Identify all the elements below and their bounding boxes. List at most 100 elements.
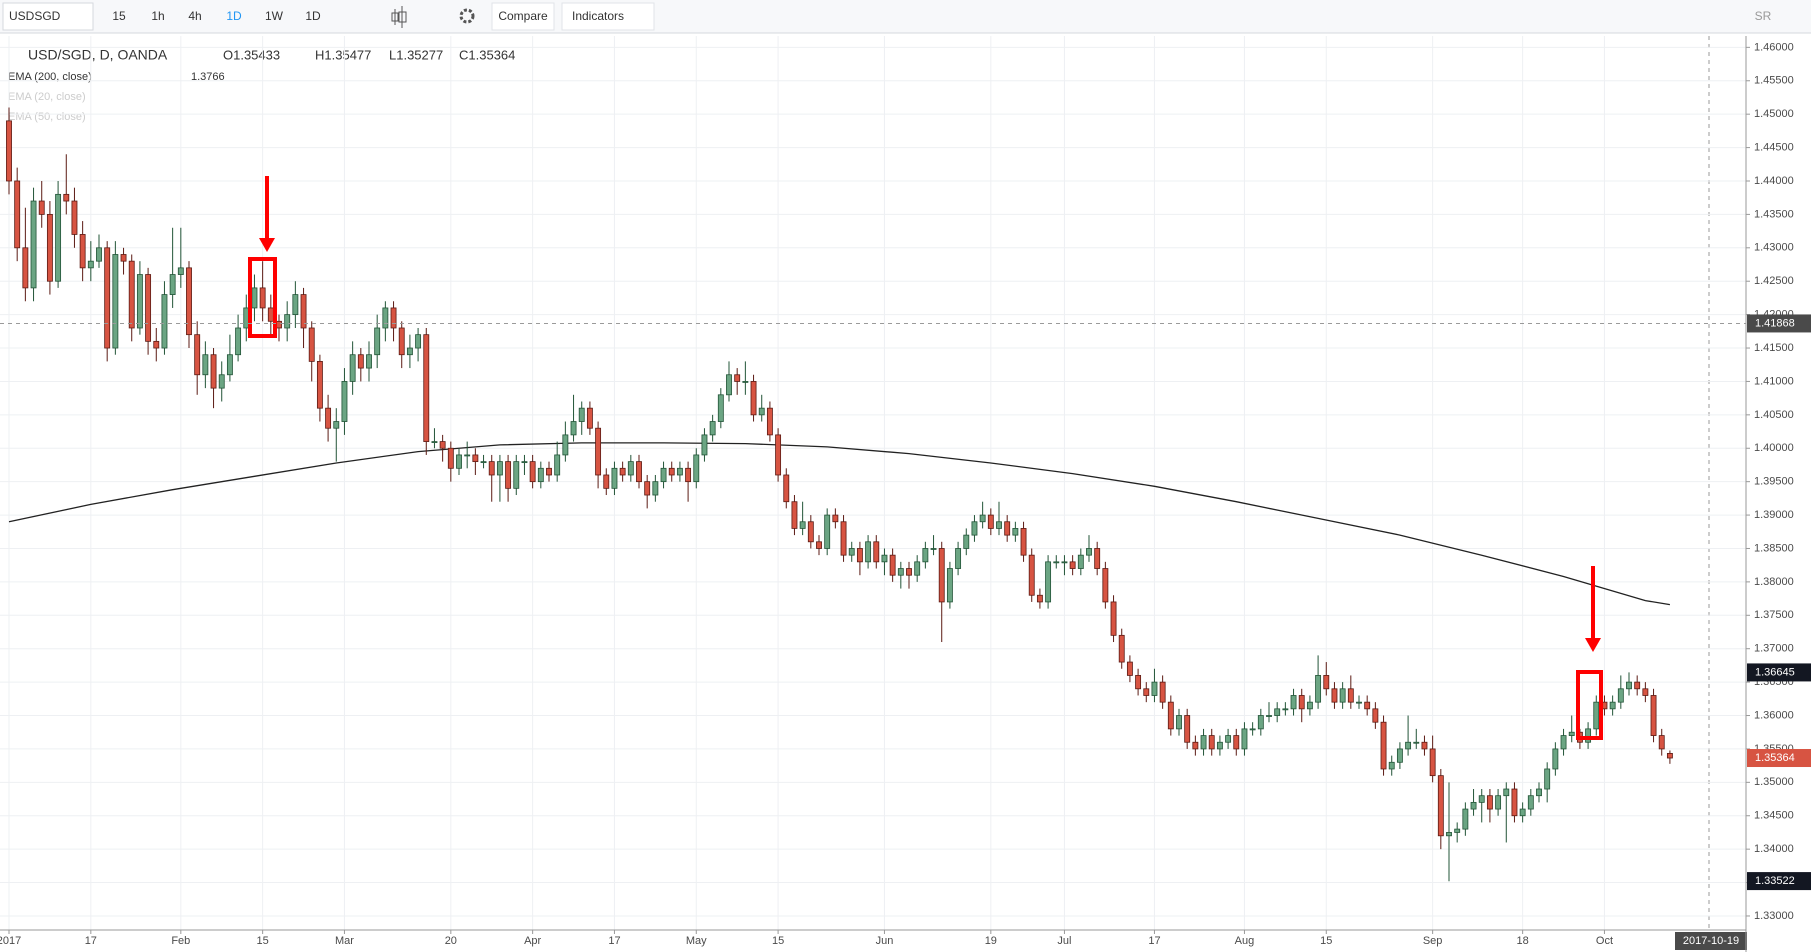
candle-body: [1225, 735, 1232, 743]
x-tick-label: 17: [85, 935, 97, 947]
candle-body: [456, 454, 462, 469]
y-tick-label: 1.41000: [1754, 375, 1794, 387]
hidden-indicator: EMA (20, close): [8, 91, 86, 103]
candle-body: [946, 568, 953, 603]
settings-icon[interactable]: [459, 8, 475, 24]
candle-body: [1143, 688, 1150, 696]
interval[interactable]: 15: [112, 9, 126, 23]
candle-body: [1347, 688, 1354, 703]
candle-body: [1429, 748, 1436, 777]
candle-body: [570, 421, 577, 436]
candle-body: [1339, 688, 1346, 703]
candle-body: [267, 307, 274, 322]
candle-body: [586, 407, 593, 429]
candle-body: [1290, 695, 1297, 710]
chart-type-icon[interactable]: [391, 6, 407, 28]
candle-body: [1053, 561, 1060, 564]
y-tick-label: 1.33000: [1754, 910, 1794, 922]
x-tick-label: 2017: [0, 935, 21, 947]
candle-body: [1544, 768, 1551, 790]
y-tick-label: 1.46000: [1754, 41, 1794, 53]
candle-body: [333, 421, 340, 429]
y-tick-label: 1.34500: [1754, 810, 1794, 822]
interval[interactable]: 1W: [265, 9, 284, 23]
candle-body: [775, 434, 782, 476]
y-tick-label: 1.45000: [1754, 108, 1794, 120]
candle-body: [1192, 741, 1199, 750]
candle-body: [1609, 701, 1616, 710]
candle-body: [1536, 788, 1542, 797]
candle-body: [922, 548, 929, 563]
ema-line: [8, 442, 1671, 606]
compare-button[interactable]: [491, 2, 555, 31]
candle-body: [1568, 731, 1575, 736]
candle-body: [439, 441, 446, 449]
candle-body: [1503, 788, 1510, 797]
candle-body: [619, 467, 626, 476]
candle-body: [390, 307, 397, 329]
candle-body: [1527, 795, 1534, 810]
candle-body: [897, 568, 904, 576]
candle-body: [766, 407, 773, 436]
candle-body: [987, 514, 994, 529]
candle-body: [308, 327, 315, 362]
interval[interactable]: 4h: [188, 9, 201, 23]
y-tick-label: 1.43500: [1754, 208, 1794, 220]
candle-body: [807, 521, 814, 543]
interval[interactable]: 1h: [151, 9, 164, 23]
candle-body: [1200, 735, 1207, 750]
candle-body: [398, 327, 405, 356]
candle-body: [537, 467, 544, 483]
arrow-head: [259, 238, 275, 252]
candle-body: [1421, 741, 1428, 750]
x-tick-label: 18: [1517, 935, 1529, 947]
candle-body: [750, 381, 757, 416]
y-tick-label: 1.37500: [1754, 609, 1794, 621]
candle-body: [979, 514, 986, 523]
candle-body: [1028, 554, 1035, 596]
indicators-button[interactable]: [561, 2, 655, 31]
x-tick-label: Apr: [524, 935, 541, 947]
candle-body: [169, 274, 176, 295]
candle-body: [717, 394, 724, 422]
symbol-box[interactable]: [2, 2, 94, 31]
ema-legend-value: 1.3766: [191, 71, 225, 83]
interval[interactable]: 1D: [305, 9, 321, 23]
x-tick-label: Aug: [1235, 935, 1255, 947]
candle-body: [145, 274, 152, 342]
candle-body: [971, 521, 978, 536]
candle-body: [447, 447, 454, 469]
candle-body: [30, 200, 37, 289]
candle-body: [816, 541, 822, 549]
candle-body: [783, 474, 790, 503]
candle-body: [6, 120, 12, 182]
candle-body: [120, 254, 127, 262]
candle-body: [513, 461, 520, 489]
candle-body: [668, 467, 675, 476]
candle-body: [1094, 548, 1101, 569]
indicators[interactable]: Indicators: [572, 9, 624, 23]
price-badge: [1747, 314, 1811, 333]
candle-body: [546, 467, 552, 476]
candle-body: [177, 267, 184, 275]
candle-body: [906, 568, 912, 576]
candle-body: [488, 461, 495, 476]
sr-button[interactable]: SR: [1755, 9, 1772, 23]
compare[interactable]: Compare: [498, 9, 548, 23]
candle-body: [1462, 808, 1469, 830]
interval-active[interactable]: 1D: [226, 9, 242, 23]
candle-body: [856, 548, 863, 563]
price-badge-label: 1.33522: [1755, 875, 1795, 887]
candle-body: [1036, 594, 1043, 603]
candle-body: [1454, 828, 1461, 833]
candle-body: [1118, 634, 1125, 663]
crosshair-date: 2017-10-19: [1683, 935, 1739, 947]
candle-body: [709, 421, 716, 436]
candle-body: [865, 541, 872, 563]
candle-body: [840, 521, 847, 556]
candle-body: [832, 514, 839, 523]
candle-body: [562, 434, 569, 456]
candle-body: [1086, 548, 1092, 556]
symbol[interactable]: USDSGD: [9, 9, 61, 23]
